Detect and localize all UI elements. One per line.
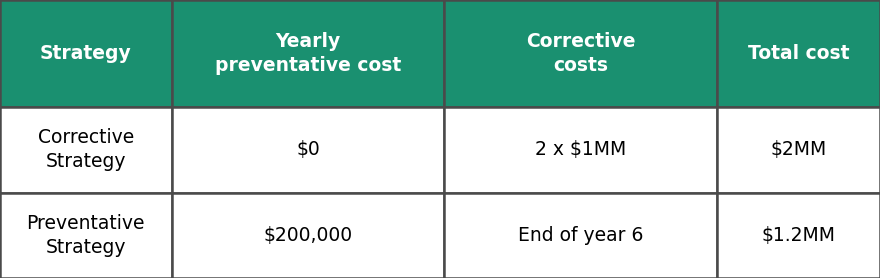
Text: $200,000: $200,000 xyxy=(263,226,353,245)
Bar xyxy=(444,0,717,107)
Text: Corrective
Strategy: Corrective Strategy xyxy=(38,128,134,172)
Text: Preventative
Strategy: Preventative Strategy xyxy=(26,214,145,257)
Bar xyxy=(444,192,717,278)
Text: $1.2MM: $1.2MM xyxy=(761,226,836,245)
Text: Yearly
preventative cost: Yearly preventative cost xyxy=(215,32,401,75)
Bar xyxy=(172,0,444,107)
Text: Total cost: Total cost xyxy=(748,44,849,63)
Bar xyxy=(717,107,880,192)
Text: 2 x $1MM: 2 x $1MM xyxy=(535,140,627,159)
Bar xyxy=(0,107,172,192)
Text: End of year 6: End of year 6 xyxy=(518,226,643,245)
Bar xyxy=(172,107,444,192)
Text: Corrective
costs: Corrective costs xyxy=(526,32,635,75)
Bar xyxy=(0,192,172,278)
Bar xyxy=(0,0,172,107)
Bar xyxy=(172,192,444,278)
Text: $2MM: $2MM xyxy=(771,140,826,159)
Bar xyxy=(444,107,717,192)
Bar xyxy=(717,0,880,107)
Text: $0: $0 xyxy=(297,140,319,159)
Text: Strategy: Strategy xyxy=(40,44,132,63)
Bar xyxy=(717,192,880,278)
